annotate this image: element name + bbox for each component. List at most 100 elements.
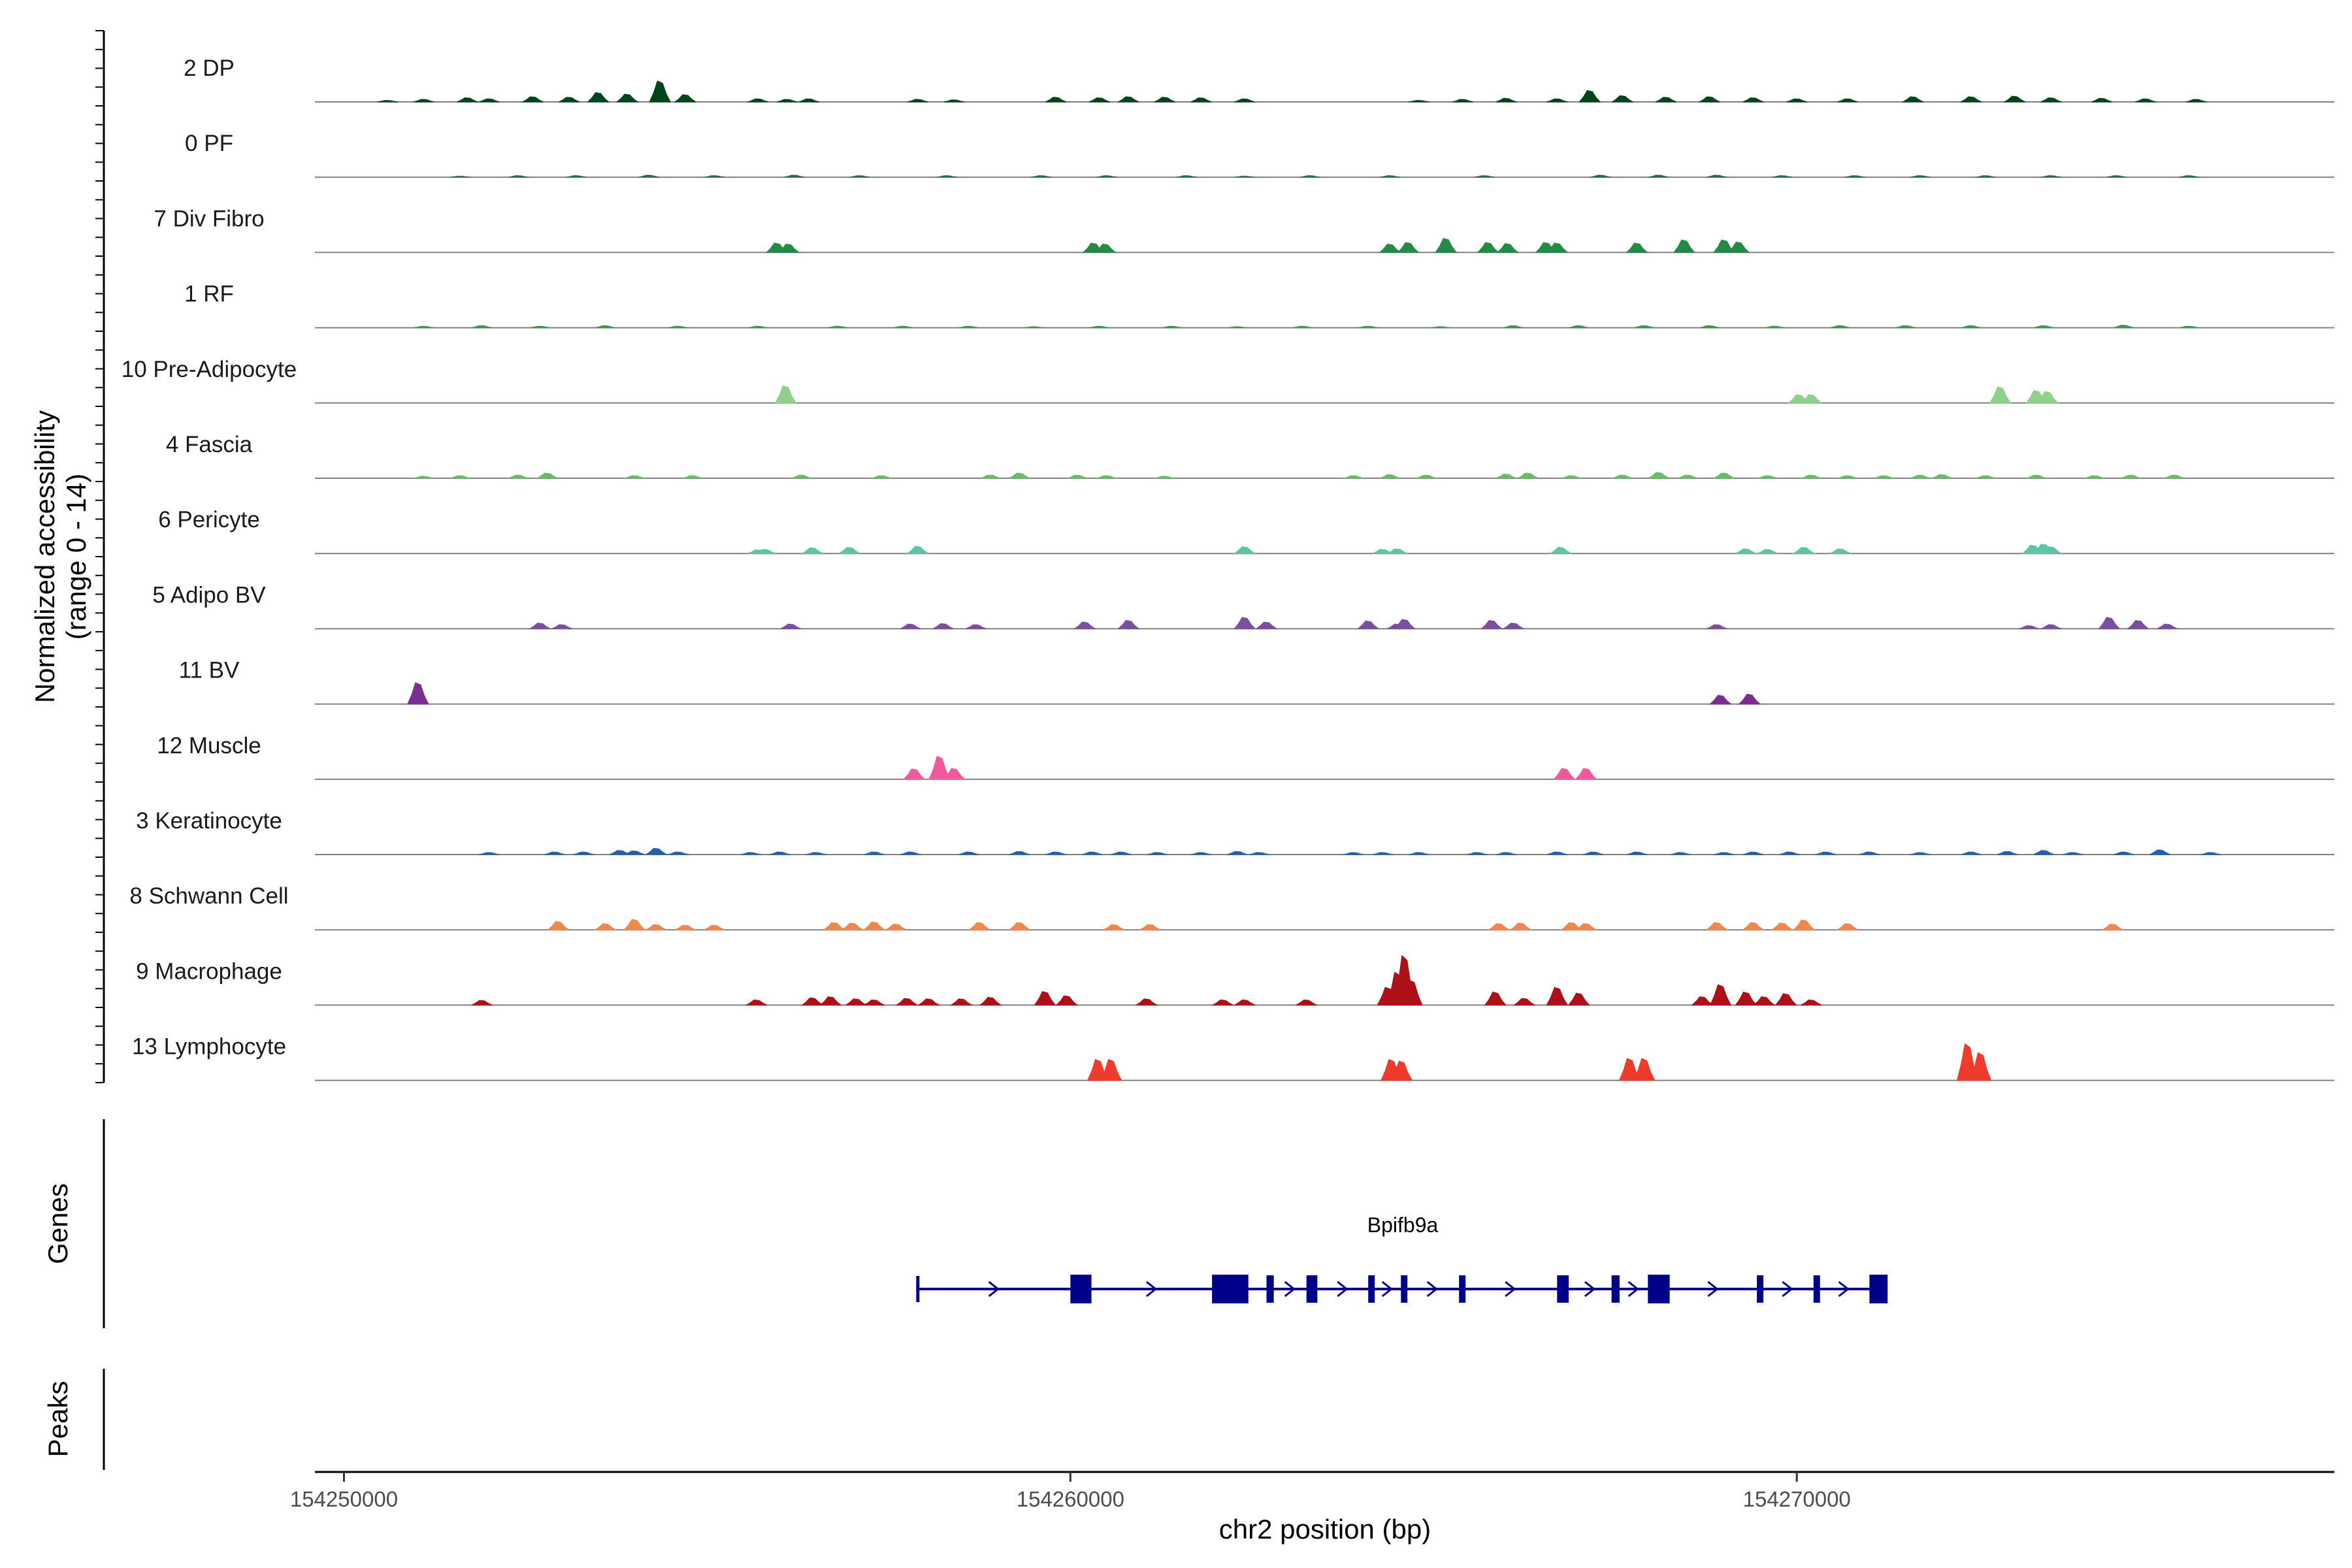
- coverage-peak: [624, 475, 645, 479]
- coverage-peak: [1873, 475, 1895, 479]
- coverage-peak: [2040, 97, 2062, 103]
- coverage-peak: [1292, 325, 1314, 329]
- coverage-peak: [800, 547, 823, 554]
- coverage-peak: [1575, 768, 1597, 780]
- coverage-tracks: 2 DP 0 PF 7 Div Fibro 1 RF 10 Pre-Adipocyte 4…: [122, 56, 2334, 1081]
- coverage-peak: [755, 549, 776, 554]
- coverage-peak: [1989, 386, 2012, 404]
- coverage-peak: [1154, 97, 1176, 103]
- coverage-peak: [674, 94, 697, 103]
- track-label: 6 Pericyte: [158, 507, 260, 532]
- gene-exon: [1557, 1275, 1569, 1303]
- coverage-peak: [849, 175, 870, 178]
- coverage-peak: [740, 852, 762, 855]
- coverage-peak: [2178, 325, 2200, 329]
- coverage-peak: [529, 325, 551, 329]
- coverage-peak: [1416, 474, 1437, 479]
- coverage-peak: [958, 851, 979, 855]
- coverage-peak: [801, 997, 825, 1005]
- coverage-peak: [2113, 851, 2134, 855]
- coverage-peak: [2039, 546, 2063, 554]
- strand-arrow: [1782, 1281, 1793, 1298]
- coverage-peak: [903, 768, 926, 780]
- coverage-peak: [1727, 241, 1750, 253]
- coverage-peak: [2113, 325, 2134, 329]
- strand-arrow: [1284, 1281, 1296, 1298]
- coverage-peak: [943, 99, 965, 103]
- coverage-peak: [1176, 175, 1198, 178]
- coverage-peak: [906, 546, 930, 554]
- coverage-peak: [2036, 391, 2059, 404]
- coverage-peak: [1895, 325, 1917, 329]
- coverage-peak: [674, 924, 696, 930]
- coverage-peak: [1742, 922, 1765, 930]
- coverage-peak: [1135, 998, 1158, 1005]
- coverage-peak: [1045, 97, 1067, 103]
- coverage-peak: [1764, 325, 1786, 329]
- coverage-peak: [1397, 242, 1420, 253]
- gene-exon: [1368, 1275, 1375, 1303]
- coverage-peak: [2033, 325, 2055, 329]
- coverage-peak: [1009, 851, 1030, 855]
- coverage-peak: [1738, 693, 1761, 705]
- gene-exon: [1401, 1275, 1408, 1303]
- coverage-peak: [1379, 474, 1401, 479]
- coverage-peak: [535, 472, 559, 479]
- track-11-bv: 11 BV: [179, 658, 2334, 705]
- track-0-pf: 0 PF: [185, 131, 2334, 178]
- track-7-div-fibro: 7 Div Fibro: [154, 206, 2334, 253]
- coverage-peak: [1045, 851, 1067, 855]
- coverage-peak: [806, 852, 827, 855]
- coverage-peak: [1234, 98, 1256, 103]
- coverage-peak: [587, 92, 610, 103]
- coverage-peak: [615, 93, 639, 103]
- coverage-peak: [1578, 90, 1601, 103]
- coverage-peak: [2178, 175, 2200, 178]
- coverage-peak: [413, 325, 434, 329]
- gene-exon: [1070, 1275, 1092, 1303]
- coverage-peak: [1480, 620, 1503, 629]
- track-label: 9 Macrophage: [136, 958, 282, 984]
- coverage-peak: [1111, 851, 1132, 855]
- coverage-peak: [508, 474, 529, 479]
- coverage-peak: [819, 996, 842, 1005]
- coverage-peak: [1452, 99, 1473, 103]
- track-9-macrophage: 9 Macrophage: [136, 955, 2334, 1006]
- coverage-peak: [2101, 923, 2124, 930]
- track-4-fascia: 4 Fascia: [166, 432, 2334, 479]
- coverage-peak: [1771, 923, 1794, 930]
- coverage-peak: [776, 99, 798, 103]
- coverage-peak: [2120, 474, 2142, 479]
- coverage-peak: [774, 385, 797, 404]
- coverage-peak: [907, 99, 928, 103]
- coverage-peak: [1430, 326, 1452, 329]
- coverage-peak: [377, 100, 399, 103]
- coverage-peak: [1757, 549, 1778, 554]
- coverage-peak: [1379, 244, 1401, 253]
- coverage-peak: [769, 851, 791, 855]
- coverage-peak: [528, 623, 551, 629]
- coverage-peak: [1408, 100, 1430, 103]
- coverage-peak: [1190, 852, 1212, 855]
- x-tick-label: 154270000: [1743, 1487, 1851, 1511]
- coverage-peak: [1997, 851, 2018, 855]
- coverage-peak: [1233, 999, 1256, 1005]
- coverage-peak: [1102, 924, 1125, 930]
- track-5-adipo-bv: 5 Adipo BV: [152, 582, 2334, 630]
- coverage-y-ticks: [95, 30, 104, 1083]
- coverage-peak: [1837, 98, 1859, 103]
- coverage-peak: [521, 96, 544, 103]
- coverage-peak: [1774, 993, 1797, 1005]
- coverage-peak: [1647, 472, 1670, 479]
- coverage-peak: [1709, 694, 1732, 705]
- coverage-peak: [1612, 474, 1633, 479]
- coverage-peak: [1590, 174, 1612, 178]
- coverage-peak: [862, 921, 886, 930]
- coverage-peak: [1088, 97, 1111, 103]
- coverage-peak: [871, 475, 892, 479]
- coverage-peak: [1372, 852, 1394, 855]
- track-2-dp: 2 DP: [184, 56, 2334, 103]
- coverage-peak: [1567, 992, 1590, 1005]
- coverage-peak: [1910, 474, 1931, 479]
